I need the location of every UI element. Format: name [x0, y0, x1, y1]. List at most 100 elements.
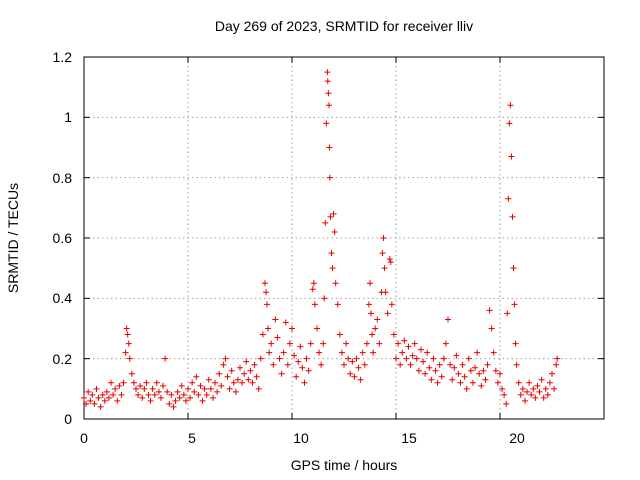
- data-point: [220, 361, 227, 368]
- data-point: [484, 361, 491, 368]
- data-point: [207, 385, 214, 392]
- data-point: [399, 349, 406, 356]
- data-point: [291, 352, 298, 359]
- data-point: [331, 228, 338, 235]
- data-point: [422, 370, 429, 377]
- data-point: [182, 397, 189, 404]
- data-point: [449, 376, 456, 383]
- data-point: [490, 349, 497, 356]
- data-point: [420, 358, 427, 365]
- data-point: [247, 367, 254, 374]
- data-point: [286, 340, 293, 347]
- data-point: [311, 301, 318, 308]
- data-point: [280, 349, 287, 356]
- data-point: [241, 370, 248, 377]
- x-tick-label: 10: [293, 430, 309, 446]
- data-point: [361, 361, 368, 368]
- data-point: [463, 385, 470, 392]
- data-point: [359, 349, 366, 356]
- y-tick-label: 0: [64, 411, 72, 427]
- data-point: [465, 355, 472, 362]
- data-point: [370, 349, 377, 356]
- data-point: [95, 394, 102, 401]
- y-tick-label: 0.2: [53, 351, 73, 367]
- data-point: [530, 385, 537, 392]
- data-point: [390, 331, 397, 338]
- data-point: [321, 295, 328, 302]
- data-point: [81, 394, 87, 401]
- data-point: [430, 355, 437, 362]
- data-point: [101, 397, 108, 404]
- x-tick-label: 5: [188, 430, 196, 446]
- x-tick-label: 15: [401, 430, 417, 446]
- data-point: [424, 349, 431, 356]
- data-point: [139, 394, 146, 401]
- data-point: [162, 355, 169, 362]
- data-point: [393, 355, 399, 362]
- data-point: [174, 388, 181, 395]
- data-point: [434, 379, 441, 386]
- data-point: [125, 340, 132, 347]
- data-point: [395, 340, 402, 347]
- data-point: [305, 367, 312, 374]
- data-point: [255, 385, 262, 392]
- data-point: [324, 78, 331, 85]
- data-point: [226, 385, 233, 392]
- data-point: [323, 120, 330, 127]
- data-point: [526, 379, 533, 386]
- data-point: [124, 331, 131, 338]
- data-point: [453, 352, 460, 359]
- data-point: [284, 361, 291, 368]
- y-tick-label: 0.4: [53, 290, 73, 306]
- data-point: [99, 391, 106, 398]
- data-point: [374, 316, 381, 323]
- data-point: [318, 361, 325, 368]
- data-point: [325, 90, 332, 97]
- data-point: [512, 340, 519, 347]
- data-point: [428, 376, 435, 383]
- data-point: [553, 361, 560, 368]
- data-point: [494, 379, 501, 386]
- data-point: [510, 265, 517, 272]
- data-point: [442, 340, 449, 347]
- data-point: [297, 343, 304, 350]
- data-point: [517, 391, 524, 398]
- data-point: [309, 286, 316, 293]
- data-point: [128, 370, 135, 377]
- data-point: [123, 325, 130, 332]
- data-point: [303, 355, 310, 362]
- data-point: [264, 301, 271, 308]
- data-point: [197, 382, 204, 389]
- data-point: [216, 370, 223, 377]
- data-point: [467, 367, 474, 374]
- data-point: [268, 340, 275, 347]
- data-point: [266, 349, 273, 356]
- x-tick-label: 0: [80, 430, 88, 446]
- data-point: [93, 385, 100, 392]
- data-point: [447, 361, 454, 368]
- data-point: [519, 385, 526, 392]
- data-point: [328, 250, 335, 257]
- data-point: [497, 370, 503, 377]
- data-point: [265, 325, 272, 332]
- data-point: [195, 391, 202, 398]
- data-point: [455, 370, 462, 377]
- data-point: [245, 376, 252, 383]
- data-point: [379, 250, 386, 257]
- data-point: [413, 355, 420, 362]
- data-point: [189, 379, 196, 386]
- data-point: [243, 358, 250, 365]
- data-point: [112, 385, 119, 392]
- data-point: [332, 280, 339, 287]
- data-point: [172, 397, 179, 404]
- data-point: [278, 370, 285, 377]
- data-point: [122, 349, 129, 356]
- data-point: [257, 355, 264, 362]
- data-point: [521, 397, 528, 404]
- data-point: [505, 195, 512, 202]
- data-point: [137, 382, 144, 389]
- data-point: [168, 391, 175, 398]
- data-point: [438, 373, 445, 380]
- data-point: [384, 310, 391, 317]
- data-point: [417, 346, 424, 353]
